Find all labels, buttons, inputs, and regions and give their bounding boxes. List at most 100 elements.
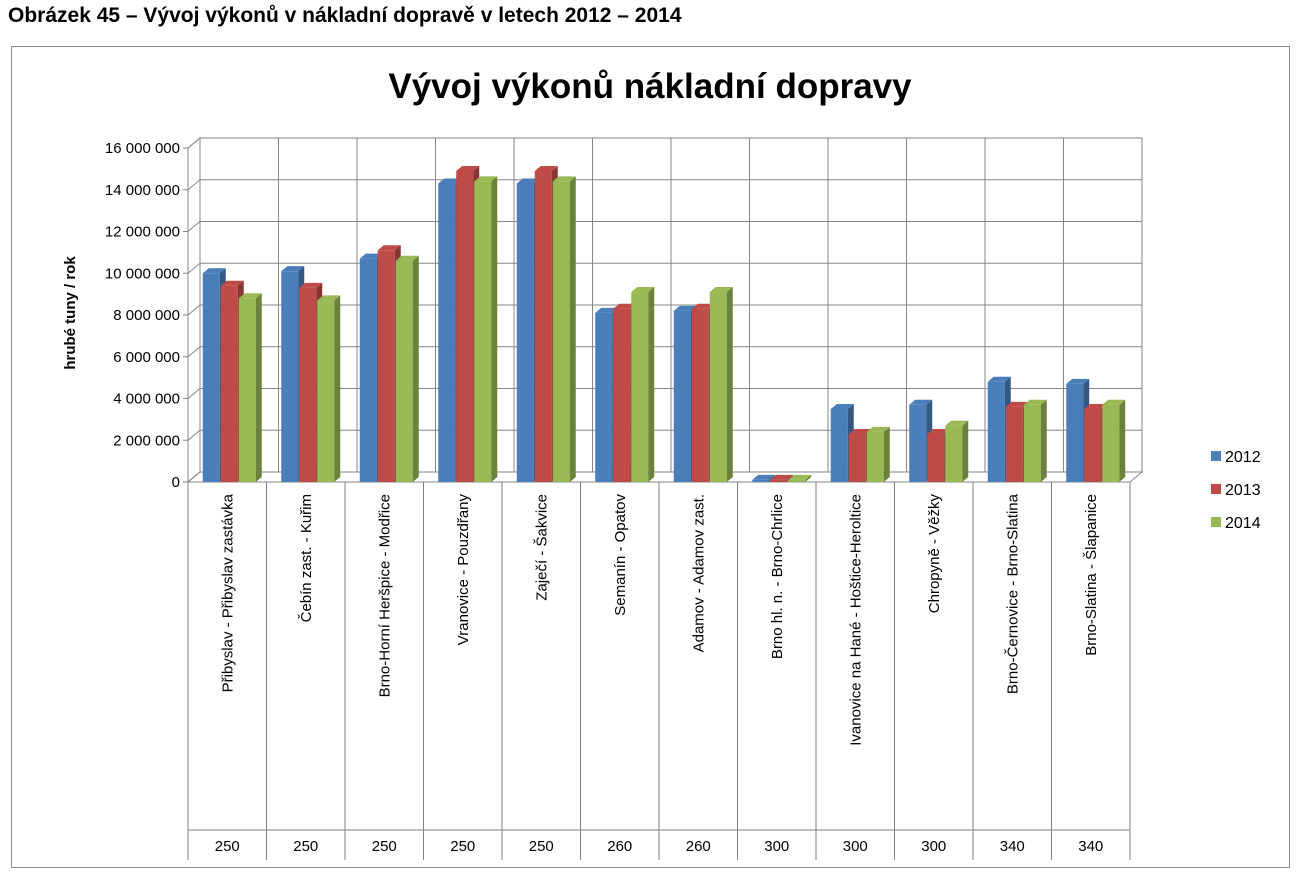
bar-front (395, 260, 413, 482)
x-category-label: Brno-Černovice - Brno-Slatina (1004, 493, 1021, 694)
bar-front (987, 381, 1005, 482)
y-tick-label: 16 000 000 (105, 140, 180, 157)
x-category-label: Semanín - Opatov (612, 494, 629, 616)
bar-top (377, 245, 401, 251)
bar-top (927, 428, 951, 434)
y-tick-label: 2 000 000 (113, 432, 180, 449)
bar-front (474, 181, 492, 482)
x-category-label: Ivanovice na Hané - Hoštice-Heroltice (847, 494, 864, 746)
bar-top (945, 420, 969, 426)
bar-2014 (552, 176, 576, 482)
bar-front (359, 258, 377, 482)
x-category-code: 300 (921, 838, 946, 855)
x-category-code: 340 (1000, 838, 1025, 855)
bar-2014 (945, 420, 969, 482)
bar-top (516, 178, 540, 184)
bar-top (1102, 399, 1126, 405)
bar-front (770, 479, 788, 482)
bar-front (1066, 383, 1084, 482)
bar-front (377, 250, 395, 482)
x-category-code: 250 (529, 838, 554, 855)
bar-2014 (866, 426, 890, 482)
figure-caption: Obrázek 45 – Vývoj výkonů v nákladní dop… (8, 4, 682, 27)
bar-front (613, 308, 631, 482)
bar-2014 (631, 287, 655, 482)
bar-top (281, 266, 305, 272)
bar-side (1040, 399, 1047, 482)
bar-front (317, 300, 335, 482)
bar-side (805, 474, 812, 482)
bar-front (202, 273, 220, 482)
bar-front (220, 285, 238, 482)
bar-top (613, 303, 637, 309)
bar-top (534, 165, 558, 171)
legend-label-2014: 2014 (1225, 515, 1261, 532)
bar-top (770, 474, 794, 480)
bar-front (909, 404, 927, 482)
bar-side (334, 295, 341, 482)
bar-front (1102, 404, 1120, 482)
bar-front (1023, 404, 1041, 482)
x-category-code: 260 (607, 838, 632, 855)
bar-front (866, 431, 884, 482)
bar-front (534, 170, 552, 482)
bar-side (883, 426, 890, 482)
bar-front (927, 433, 945, 482)
x-category-label: Přibyslav - Přibyslav zastávka (219, 493, 236, 692)
bar-2014 (317, 295, 341, 482)
bar-top (987, 376, 1011, 382)
bar-side (412, 255, 419, 482)
bar-2014 (395, 255, 419, 482)
bar-2014 (238, 293, 262, 482)
gridline-side (187, 471, 201, 483)
x-category-label: Čebín zast. - Kuřim (298, 494, 315, 622)
x-category-label: Chropyně - Věžky (926, 494, 943, 614)
legend-swatch-2013 (1211, 484, 1221, 494)
x-category-label: Vranovice - Pouzdřany (455, 494, 472, 646)
gridline-side (187, 429, 201, 441)
gridline-side (187, 346, 201, 358)
bar-front (631, 292, 649, 482)
bar-top (395, 255, 419, 261)
bar-top (788, 474, 812, 480)
bar-top (238, 293, 262, 299)
x-category-code: 300 (843, 838, 868, 855)
bar-front (830, 408, 848, 482)
y-tick-label: 4 000 000 (113, 391, 180, 408)
bar-2014 (474, 176, 498, 482)
y-axis-title: hrubé tuny / rok (62, 256, 79, 370)
gridline-side (187, 262, 201, 274)
gridline-side (187, 388, 201, 399)
bar-side (569, 176, 576, 482)
y-tick-label: 12 000 000 (105, 224, 180, 241)
bar-front (709, 292, 727, 482)
y-tick-label: 14 000 000 (105, 182, 180, 199)
bar-top (673, 305, 697, 311)
bar-top (1084, 403, 1108, 409)
bar-top (691, 303, 715, 309)
bar-front (788, 479, 806, 482)
gridline-side (187, 179, 201, 191)
bar-top (317, 295, 341, 301)
bar-side (491, 176, 498, 482)
bar-front (552, 181, 570, 482)
bar-front (516, 183, 534, 483)
x-category-code: 250 (372, 838, 397, 855)
bar-side (648, 287, 655, 482)
x-category-label: Zaječí - Šakvice (533, 494, 550, 601)
bar-top (202, 268, 226, 274)
bar-side (1119, 399, 1126, 482)
y-tick-label: 10 000 000 (105, 265, 180, 282)
x-category-code: 340 (1078, 838, 1103, 855)
bar-front (945, 425, 963, 482)
bar-top (631, 287, 655, 293)
bar-top (299, 282, 323, 288)
bar-front (456, 170, 474, 482)
bar-2014 (1023, 399, 1047, 482)
bar-top (552, 176, 576, 182)
y-tick-label: 8 000 000 (113, 307, 180, 324)
bar-front (848, 433, 866, 482)
bar-2014 (709, 287, 733, 482)
bar-front (299, 287, 317, 482)
legend-swatch-2012 (1211, 451, 1221, 461)
